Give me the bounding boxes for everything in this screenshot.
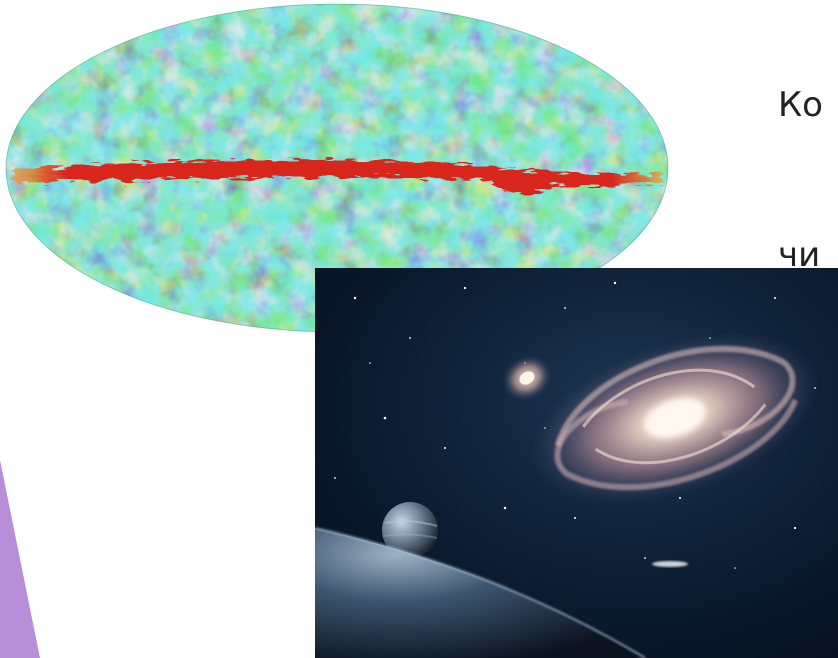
slide-title-text: Ко чи [778, 0, 838, 380]
galaxy-and-planets-illustration [315, 268, 838, 658]
slide-title-line-2: чи [778, 235, 821, 275]
slide-title-line-1: Ко [778, 85, 823, 125]
